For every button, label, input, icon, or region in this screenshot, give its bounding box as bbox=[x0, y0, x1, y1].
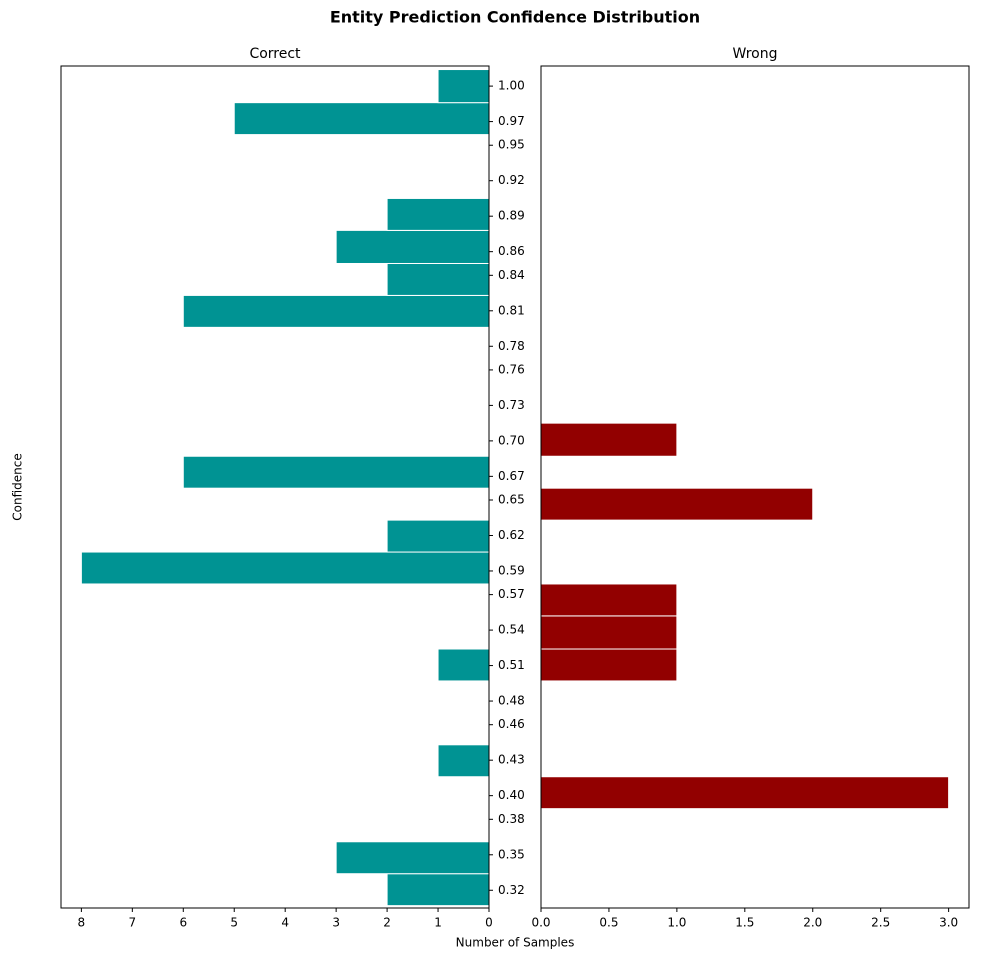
bar bbox=[437, 744, 490, 778]
y-tick-label: 0.62 bbox=[498, 528, 525, 542]
x-tick-label: 2.5 bbox=[871, 916, 890, 930]
y-tick-label: 0.46 bbox=[498, 717, 525, 731]
x-tick-label: 1 bbox=[434, 916, 442, 930]
bar bbox=[182, 294, 490, 328]
x-tick-label: 0 bbox=[485, 916, 493, 930]
x-tick-label: 0.5 bbox=[599, 916, 618, 930]
bar bbox=[540, 615, 678, 650]
x-tick-label: 5 bbox=[230, 916, 238, 930]
y-tick-label: 0.54 bbox=[498, 623, 525, 637]
y-axis-label: Confidence bbox=[11, 453, 25, 520]
bar bbox=[540, 776, 950, 810]
bar bbox=[540, 583, 678, 617]
x-tick-label: 1.0 bbox=[667, 916, 686, 930]
bar bbox=[182, 455, 490, 489]
y-tick-label: 0.40 bbox=[498, 788, 525, 802]
axes-frame bbox=[540, 65, 970, 909]
axes-frame bbox=[60, 65, 490, 909]
x-tick-label: 0.0 bbox=[531, 916, 550, 930]
bar bbox=[233, 102, 490, 136]
y-tick-label: 0.78 bbox=[498, 339, 525, 353]
y-tick-label: 0.65 bbox=[498, 493, 525, 507]
bar bbox=[386, 519, 490, 553]
y-tick-label: 0.35 bbox=[498, 847, 525, 861]
y-tick-label: 0.97 bbox=[498, 114, 525, 128]
bar bbox=[437, 69, 490, 104]
bar bbox=[386, 262, 490, 296]
y-tick-label: 0.38 bbox=[498, 812, 525, 826]
x-axis-label: Number of Samples bbox=[456, 936, 575, 950]
y-tick-label: 0.48 bbox=[498, 694, 525, 708]
y-tick-label: 0.76 bbox=[498, 362, 525, 376]
bar bbox=[540, 422, 678, 457]
y-tick-label: 0.84 bbox=[498, 268, 525, 282]
bar bbox=[335, 841, 490, 875]
x-tick-label: 6 bbox=[179, 916, 187, 930]
x-tick-label: 1.5 bbox=[735, 916, 754, 930]
y-tick-label: 0.32 bbox=[498, 883, 525, 897]
y-tick-label: 0.95 bbox=[498, 138, 525, 152]
panel-title: Wrong bbox=[733, 46, 778, 62]
y-tick-label: 0.51 bbox=[498, 658, 525, 672]
y-tick-label: 0.89 bbox=[498, 209, 525, 223]
y-tick-label: 0.92 bbox=[498, 173, 525, 187]
y-tick-label: 0.67 bbox=[498, 469, 525, 483]
bar bbox=[540, 487, 814, 521]
y-tick-label: 0.73 bbox=[498, 398, 525, 412]
y-tick-label: 0.57 bbox=[498, 587, 525, 601]
bar bbox=[386, 197, 490, 231]
bar bbox=[540, 648, 678, 682]
x-tick-label: 4 bbox=[281, 916, 289, 930]
bar bbox=[437, 648, 490, 682]
bar bbox=[386, 873, 490, 907]
y-tick-label: 0.70 bbox=[498, 433, 525, 447]
y-tick-label: 0.43 bbox=[498, 753, 525, 767]
x-tick-label: 2 bbox=[383, 916, 391, 930]
figure-title: Entity Prediction Confidence Distributio… bbox=[330, 8, 700, 27]
x-tick-label: 8 bbox=[78, 916, 86, 930]
bar bbox=[335, 229, 490, 264]
x-tick-label: 2.0 bbox=[803, 916, 822, 930]
y-tick-label: 0.81 bbox=[498, 303, 525, 317]
bar bbox=[80, 551, 490, 585]
y-tick-label: 0.59 bbox=[498, 563, 525, 577]
y-tick-label: 0.86 bbox=[498, 244, 525, 258]
x-tick-label: 7 bbox=[129, 916, 137, 930]
x-tick-label: 3.0 bbox=[939, 916, 958, 930]
panel-title: Correct bbox=[249, 46, 301, 62]
x-tick-label: 3 bbox=[332, 916, 340, 930]
y-tick-label: 1.00 bbox=[498, 79, 525, 93]
